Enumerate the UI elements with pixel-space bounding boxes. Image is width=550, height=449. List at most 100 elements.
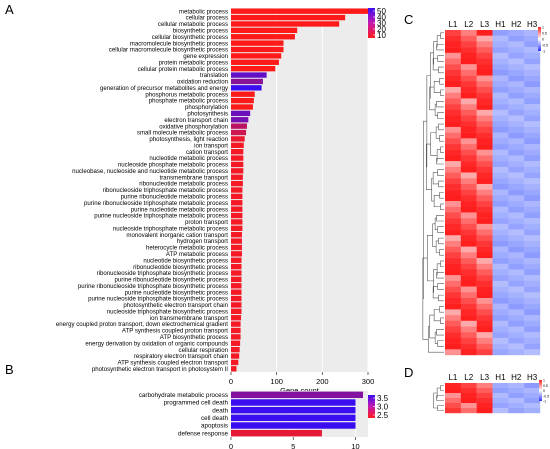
- heatmap-cell: [508, 388, 525, 394]
- bar: [231, 270, 242, 276]
- heatmap-cell: [524, 309, 541, 316]
- bar: [231, 359, 239, 366]
- heatmap-cell: [524, 87, 541, 93]
- heatmap-cell: [492, 47, 509, 54]
- heatmap-cell: [476, 81, 493, 88]
- colorbar-tick-label: 3.0: [377, 403, 389, 412]
- dendrogram-branch: [436, 35, 441, 48]
- heatmap-cell: [492, 87, 509, 93]
- heatmap-cell: [524, 64, 541, 71]
- heatmap-cell: [460, 235, 477, 242]
- dendrogram-branch: [440, 146, 444, 153]
- heatmap-cell: [492, 332, 509, 339]
- heatmap-cell: [460, 343, 477, 350]
- heatmap-cell: [524, 109, 541, 116]
- heatmap-cell: [508, 246, 525, 253]
- heatmap-cell: [445, 109, 462, 116]
- heatmap-cell: [524, 92, 541, 99]
- heatmap-cell: [445, 252, 462, 259]
- category-label: generation of precursor metabolites and …: [100, 85, 229, 92]
- heatmap-cell: [492, 320, 509, 327]
- heatmap-cell: [445, 235, 462, 242]
- heatmap-cell: [445, 155, 462, 162]
- heatmap-cell: [476, 343, 493, 350]
- heatmap-cell: [492, 388, 509, 394]
- heatmap-cell: [492, 138, 509, 145]
- heatmap-cell: [524, 52, 541, 59]
- heatmap-cell: [524, 286, 541, 293]
- heatmap-cell: [476, 178, 493, 185]
- dendrogram-branch: [437, 226, 444, 233]
- heatmap-cell: [476, 297, 493, 304]
- bar: [231, 308, 242, 315]
- heatmap-cell: [476, 149, 493, 156]
- bar: [231, 283, 242, 289]
- bar: [231, 91, 255, 97]
- category-label: purine ribonucleotide metabolic process: [121, 194, 228, 201]
- dendrogram-branch: [440, 89, 444, 96]
- heatmap-cell: [508, 337, 525, 344]
- dendrogram-branch: [433, 392, 438, 409]
- heatmap-cell: [460, 138, 477, 145]
- heatmap-cell: [524, 41, 541, 48]
- column-label: L2: [464, 373, 473, 382]
- heatmap-cell: [492, 189, 509, 196]
- dendrogram-branch: [436, 387, 441, 399]
- heatmap-cell: [476, 109, 493, 116]
- heatmap-cell: [492, 81, 509, 88]
- heatmap-cell: [445, 218, 462, 225]
- dendrogram-branch: [437, 55, 444, 62]
- heatmap-cell: [524, 315, 541, 321]
- heatmap-cell: [508, 109, 525, 116]
- heatmap-cell: [508, 81, 525, 88]
- heatmap-cell: [508, 166, 525, 173]
- heatmap-cell: [524, 258, 541, 264]
- category-label: purine nucleoside triphosphate biosynthe…: [88, 296, 228, 303]
- heatmap-cell: [476, 398, 493, 404]
- heatmap-cell: [445, 166, 462, 173]
- heatmap-cell: [445, 292, 462, 299]
- category-label: cellular macromolecule biosynthetic proc…: [109, 47, 228, 54]
- heatmap-cell: [492, 201, 509, 207]
- dendrogram-branch: [437, 169, 444, 176]
- column-label: H1: [495, 20, 506, 29]
- heatmap-cell: [445, 69, 462, 76]
- category-label: nucleobase, nucleoside and nucleotide me…: [72, 168, 228, 175]
- heatmap-cell: [476, 235, 493, 242]
- heatmap-cell: [445, 343, 462, 350]
- heatmap-cell: [445, 183, 462, 190]
- dendrogram-branch: [438, 294, 444, 302]
- x-axis-label: Gene count: [280, 386, 320, 395]
- heatmap-cell: [508, 383, 525, 389]
- bar: [231, 200, 243, 206]
- column-label: H3: [527, 373, 538, 382]
- panel-label-d: D: [404, 365, 413, 380]
- heatmap-cell: [524, 297, 541, 304]
- dendrogram-branch: [436, 395, 444, 401]
- heatmap-cell: [508, 69, 525, 76]
- bar: [231, 142, 244, 148]
- colorbar-tick-label: 40: [377, 13, 386, 22]
- dendrogram-branch: [436, 329, 444, 336]
- heatmap-cell: [524, 280, 541, 287]
- heatmap-cell: [524, 138, 541, 145]
- x-tick-label: 300: [362, 377, 375, 386]
- bar: [231, 302, 242, 308]
- category-label: nucleoside triphosphate biosynthetic pro…: [107, 308, 228, 315]
- category-label: oxidation reduction: [177, 79, 228, 86]
- heatmap-cell: [524, 320, 541, 327]
- bar: [231, 168, 244, 174]
- category-label: respiratory electron transport chain: [134, 353, 228, 360]
- heatmap-cell: [460, 280, 477, 287]
- heatmap-cell: [476, 263, 493, 270]
- heatmap-cell: [508, 258, 525, 264]
- bar: [231, 104, 253, 110]
- heatmap-cell: [476, 144, 493, 150]
- bar: [231, 123, 247, 129]
- bar: [231, 238, 242, 244]
- heatmap-cell: [492, 258, 509, 264]
- heatmap-cell: [492, 223, 509, 230]
- heatmap-cell: [445, 64, 462, 71]
- heatmap-cell: [492, 326, 509, 333]
